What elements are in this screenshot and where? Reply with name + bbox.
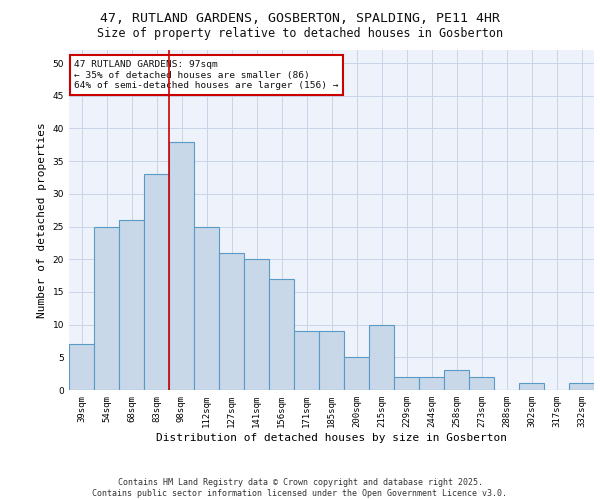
Bar bbox=[244, 259, 269, 390]
Text: Contains HM Land Registry data © Crown copyright and database right 2025.
Contai: Contains HM Land Registry data © Crown c… bbox=[92, 478, 508, 498]
Bar bbox=[169, 142, 194, 390]
Bar bbox=[419, 377, 444, 390]
Bar bbox=[519, 384, 544, 390]
Bar bbox=[469, 377, 494, 390]
Bar bbox=[294, 331, 319, 390]
Y-axis label: Number of detached properties: Number of detached properties bbox=[37, 122, 47, 318]
Bar bbox=[144, 174, 169, 390]
Bar bbox=[269, 279, 294, 390]
Bar bbox=[344, 358, 369, 390]
Bar bbox=[219, 252, 244, 390]
Bar bbox=[119, 220, 144, 390]
Bar bbox=[94, 226, 119, 390]
Bar bbox=[69, 344, 94, 390]
Bar bbox=[569, 384, 594, 390]
Bar bbox=[319, 331, 344, 390]
X-axis label: Distribution of detached houses by size in Gosberton: Distribution of detached houses by size … bbox=[156, 432, 507, 442]
Bar bbox=[444, 370, 469, 390]
Text: Size of property relative to detached houses in Gosberton: Size of property relative to detached ho… bbox=[97, 28, 503, 40]
Text: 47 RUTLAND GARDENS: 97sqm
← 35% of detached houses are smaller (86)
64% of semi-: 47 RUTLAND GARDENS: 97sqm ← 35% of detac… bbox=[74, 60, 339, 90]
Bar bbox=[194, 226, 219, 390]
Bar bbox=[369, 324, 394, 390]
Text: 47, RUTLAND GARDENS, GOSBERTON, SPALDING, PE11 4HR: 47, RUTLAND GARDENS, GOSBERTON, SPALDING… bbox=[100, 12, 500, 26]
Bar bbox=[394, 377, 419, 390]
